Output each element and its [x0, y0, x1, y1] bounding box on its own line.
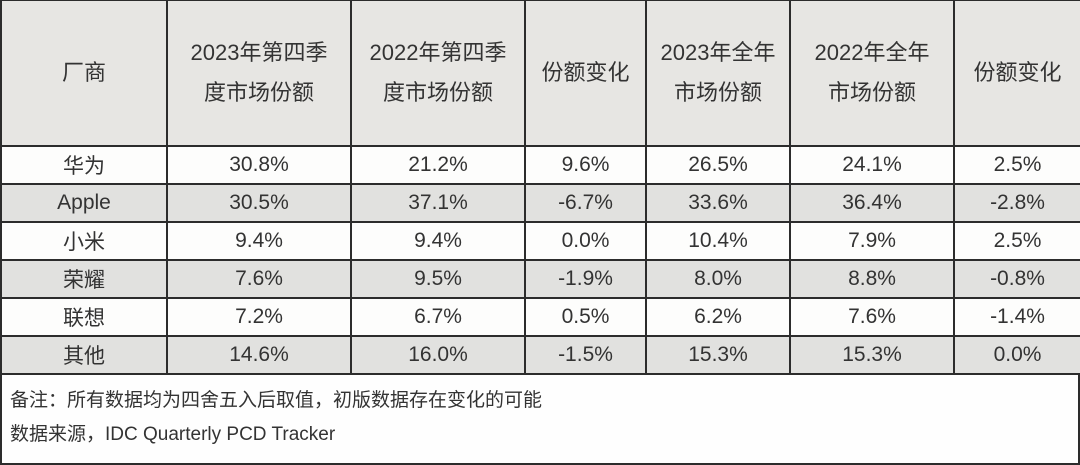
market-share-table: 厂商 2023年第四季 度市场份额 2022年第四季 度市场份额 份额变化 20…: [0, 0, 1080, 375]
value-cell: 7.6%: [789, 297, 955, 337]
value-cell: 36.4%: [789, 183, 955, 223]
value-cell: 14.6%: [166, 335, 352, 375]
value-cell: 0.5%: [524, 297, 647, 337]
value-cell: 26.5%: [645, 145, 791, 185]
footnote-source: 数据来源，IDC Quarterly PCD Tracker: [10, 424, 336, 445]
table-row: 联想 7.2% 6.7% 0.5% 6.2% 7.6% -1.4%: [0, 297, 1080, 337]
value-cell: 30.8%: [166, 145, 352, 185]
value-cell: -0.8%: [953, 259, 1080, 299]
header-2022-full-year: 2022年全年 市场份额: [789, 0, 955, 147]
value-cell: 7.6%: [166, 259, 352, 299]
value-cell: 16.0%: [350, 335, 526, 375]
value-cell: 33.6%: [645, 183, 791, 223]
value-cell: 9.4%: [350, 221, 526, 261]
value-cell: 6.7%: [350, 297, 526, 337]
vendor-cell: 华为: [0, 145, 168, 185]
table-header: 厂商 2023年第四季 度市场份额 2022年第四季 度市场份额 份额变化 20…: [0, 0, 1080, 147]
value-cell: 30.5%: [166, 183, 352, 223]
table-row: 小米 9.4% 9.4% 0.0% 10.4% 7.9% 2.5%: [0, 221, 1080, 261]
table-row: 荣耀 7.6% 9.5% -1.9% 8.0% 8.8% -0.8%: [0, 259, 1080, 299]
value-cell: 24.1%: [789, 145, 955, 185]
value-cell: 8.8%: [789, 259, 955, 299]
vendor-cell: 其他: [0, 335, 168, 375]
value-cell: 15.3%: [789, 335, 955, 375]
header-q4-share-change: 份额变化: [524, 0, 647, 147]
footnote-area: 备注：所有数据均为四舍五入后取值，初版数据存在变化的可能 数据来源，IDC Qu…: [0, 375, 1080, 465]
header-2022-q4-share: 2022年第四季 度市场份额: [350, 0, 526, 147]
value-cell: 7.9%: [789, 221, 955, 261]
header-row: 厂商 2023年第四季 度市场份额 2022年第四季 度市场份额 份额变化 20…: [0, 0, 1080, 147]
value-cell: 21.2%: [350, 145, 526, 185]
value-cell: 9.5%: [350, 259, 526, 299]
table-row: 其他 14.6% 16.0% -1.5% 15.3% 15.3% 0.0%: [0, 335, 1080, 375]
value-cell: 15.3%: [645, 335, 791, 375]
value-cell: 0.0%: [524, 221, 647, 261]
header-2023-full-year: 2023年全年 市场份额: [645, 0, 791, 147]
vendor-cell: 小米: [0, 221, 168, 261]
value-cell: 8.0%: [645, 259, 791, 299]
header-year-share-change: 份额变化: [953, 0, 1080, 147]
value-cell: 2.5%: [953, 145, 1080, 185]
value-cell: 2.5%: [953, 221, 1080, 261]
value-cell: -1.5%: [524, 335, 647, 375]
value-cell: 9.4%: [166, 221, 352, 261]
table-body: 华为 30.8% 21.2% 9.6% 26.5% 24.1% 2.5% Apple 30.5%…: [0, 145, 1080, 375]
table-row: 华为 30.8% 21.2% 9.6% 26.5% 24.1% 2.5%: [0, 145, 1080, 185]
value-cell: 6.2%: [645, 297, 791, 337]
header-vendor: 厂商: [0, 0, 168, 147]
value-cell: -1.4%: [953, 297, 1080, 337]
table-row: Apple 30.5% 37.1% -6.7% 33.6% 36.4% -2.8%: [0, 183, 1080, 223]
vendor-cell: Apple: [0, 183, 168, 223]
value-cell: 10.4%: [645, 221, 791, 261]
value-cell: 37.1%: [350, 183, 526, 223]
footnote-remark: 备注：所有数据均为四舍五入后取值，初版数据存在变化的可能: [10, 390, 543, 412]
value-cell: 7.2%: [166, 297, 352, 337]
value-cell: -6.7%: [524, 183, 647, 223]
value-cell: 0.0%: [953, 335, 1080, 375]
value-cell: 9.6%: [524, 145, 647, 185]
vendor-cell: 荣耀: [0, 259, 168, 299]
value-cell: -2.8%: [953, 183, 1080, 223]
value-cell: -1.9%: [524, 259, 647, 299]
vendor-cell: 联想: [0, 297, 168, 337]
header-2023-q4-share: 2023年第四季 度市场份额: [166, 0, 352, 147]
